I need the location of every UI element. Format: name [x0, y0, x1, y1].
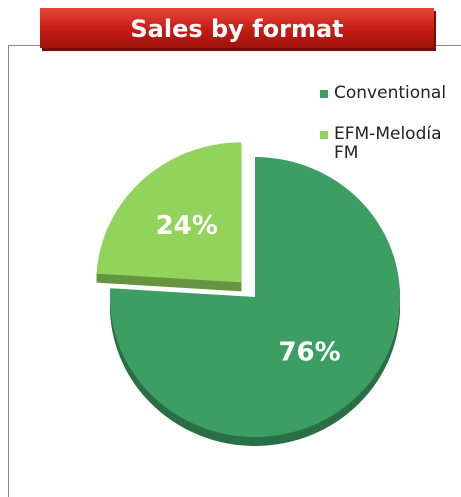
legend-swatch: [320, 90, 328, 98]
legend-label: EFM-Melodía FM: [334, 124, 442, 163]
data-label: 76%: [278, 338, 340, 368]
legend-label: Conventional: [334, 83, 447, 103]
pie: 76% 24%: [96, 142, 401, 446]
pie-slice: [110, 157, 401, 437]
data-label: 24%: [156, 211, 218, 241]
legend: Conventional EFM-Melodía FM: [320, 84, 452, 185]
title-banner: [40, 8, 434, 48]
pie-slice: [96, 142, 242, 283]
legend-swatch: [320, 131, 328, 139]
chart-title: Sales by format: [130, 15, 343, 43]
legend-item: EFM-Melodía FM: [320, 125, 452, 163]
legend-item: Conventional: [320, 84, 452, 103]
